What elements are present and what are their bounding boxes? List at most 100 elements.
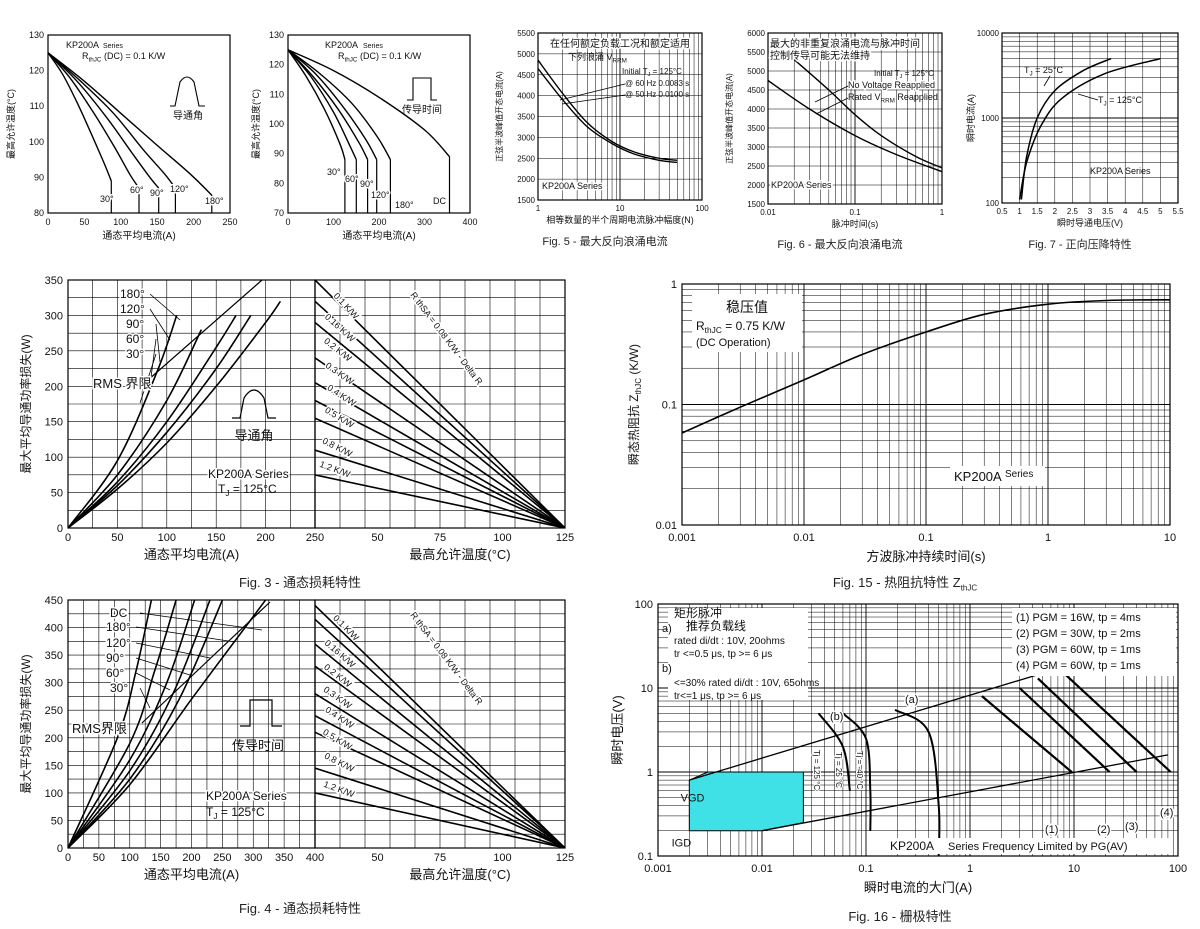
- note-a: a): [662, 623, 672, 635]
- angle-label: 120°: [120, 302, 145, 316]
- x-tick-label: 2.5: [1067, 207, 1079, 216]
- y-tick-label: 100: [635, 599, 653, 611]
- series-line: [681, 299, 1171, 434]
- y-tick-label: 0.01: [656, 520, 677, 532]
- no-voltage-note: No Voltage Reapplied: [848, 80, 935, 90]
- y-tick-label: 2500: [517, 154, 535, 163]
- x-axis-label: 瞬时导通电压(V): [1057, 217, 1123, 228]
- x-tick-label: 200: [371, 217, 386, 227]
- y-tick-label: 5000: [517, 50, 535, 59]
- y-tick-label: 300: [45, 678, 63, 690]
- series-line: [793, 59, 943, 169]
- y-tick-label: 130: [269, 30, 284, 40]
- series-line: [288, 49, 378, 160]
- y-tick-label: 2500: [747, 162, 765, 171]
- angle-label: 180°: [120, 287, 145, 301]
- x-axis-label: 脉冲时间(s): [832, 218, 879, 229]
- y-tick-label: 90: [274, 149, 284, 159]
- loss-curve: [68, 600, 267, 848]
- y-tick-label: 4000: [747, 105, 765, 114]
- y-tick-label: 100: [45, 452, 63, 464]
- initial-tj-note: Initial TJ = 125°C: [874, 69, 934, 80]
- rthsa-line: [315, 693, 565, 848]
- x-tick-label: 10: [1068, 863, 1080, 875]
- x-axis-label: 瞬时电流的大门(A): [864, 880, 972, 895]
- tj-curve-c: [817, 712, 851, 791]
- rthsa-line: [315, 643, 565, 848]
- info-box-bg: [692, 294, 802, 352]
- x-tick-label: 1: [1017, 207, 1022, 216]
- x-tick-label: 150: [151, 852, 169, 864]
- loss-curve: [68, 600, 196, 848]
- x-tick-label: 250: [213, 852, 231, 864]
- leader-line: [559, 83, 626, 101]
- x-tick-label: 4.5: [1137, 207, 1149, 216]
- y-tick-label: 50: [51, 488, 63, 500]
- curve-label: 60°: [345, 174, 359, 184]
- caption-fig6: Fig. 6 - 最大反向浪涌电流: [777, 239, 903, 251]
- x-tick-label: 300: [244, 852, 262, 864]
- rth-label: RthJC (DC) = 0.1 K/W: [82, 51, 166, 63]
- y-tick-label: 100: [45, 788, 63, 800]
- rthsa-line: [315, 604, 565, 848]
- series-label: KP200A Series: [206, 789, 287, 803]
- chart-title-2: 控制传导可能无法维持: [770, 49, 870, 62]
- leader-line: [815, 97, 849, 115]
- y-tick-label: 250: [45, 705, 63, 717]
- loss-curve: [68, 600, 224, 848]
- y-axis-label: 瞬时电压(V): [610, 695, 625, 764]
- y-tick-label: 400: [45, 623, 63, 635]
- series-line: [288, 49, 392, 160]
- legend-entry: (3) PGM = 60W, tp = 1ms: [1016, 644, 1141, 656]
- curve-tag: (a): [905, 694, 918, 706]
- angle-label: 180°: [106, 620, 131, 634]
- chart-4-svg: 0.01 0.1 1 1500 2000 2500 3000 3500 4000 4500 5000…: [724, 29, 945, 229]
- rthsa-label: 0.5 K/W: [321, 727, 354, 752]
- note-b-rated: <=30% rated di/dt : 10V, 65ohms: [674, 678, 819, 689]
- x-tick-label: 350: [275, 852, 293, 864]
- x-tick-label: 1.5: [1032, 207, 1044, 216]
- y-tick-label: 3500: [747, 124, 765, 133]
- x-axis-label: 通态平均电流(A): [102, 229, 175, 242]
- icon-label: 导通角: [173, 110, 203, 122]
- chart-6-svg: 0 50 100 150 200 250 50 75 100 125 0 50 100 150 200 250…: [18, 275, 574, 562]
- box-rth: RthJC = 0.75 K/W: [696, 319, 786, 335]
- curve-label: 90°: [360, 179, 374, 189]
- x-tick-label: 100: [121, 852, 139, 864]
- x-tick-label: 400: [306, 852, 324, 864]
- y-tick-label: 100: [986, 199, 1000, 208]
- series-line: [48, 52, 176, 189]
- power-curve-4: [1063, 672, 1172, 773]
- y-tick-label: 110: [270, 89, 284, 99]
- x-tick-label: 100: [158, 532, 176, 544]
- curve-label: 60°: [130, 185, 144, 195]
- caption-fig3: Fig. 3 - 通态损耗特性: [238, 575, 362, 590]
- rated-vrrm-note: Rated VRRM Reapplied: [848, 92, 938, 104]
- footer-bg: [886, 838, 1170, 854]
- initial-tj-note: Initial TJ = 125°C: [622, 67, 682, 78]
- x-tick-label: 50: [111, 532, 123, 544]
- curve-tag: (2): [1097, 824, 1110, 836]
- leader-line: [1077, 93, 1099, 101]
- y-tick-label: 120: [29, 66, 44, 76]
- x-tick-label: 125: [556, 532, 574, 544]
- angle-leader: [149, 308, 171, 341]
- x-axis-label-right: 最高允许温度(°C): [409, 547, 510, 562]
- y-tick-label: 0: [57, 843, 63, 855]
- curve-label: DC: [433, 196, 446, 206]
- rms-limit-label: RMS 界限: [93, 376, 152, 391]
- x-tick-label: 1: [536, 204, 541, 213]
- x-tick-label: 0.001: [644, 863, 672, 875]
- rthsa-main-label: R thSA = 0.08 K/W - Delta R: [408, 610, 484, 707]
- series-label-suffix: Series: [103, 43, 123, 50]
- icon-label: 传导时间: [402, 103, 442, 116]
- x-tick-label: 0.1: [918, 532, 933, 544]
- angle-leader: [135, 672, 171, 691]
- x-axis-label-left: 通态平均电流(A): [144, 867, 239, 882]
- y-tick-label: 2000: [747, 181, 765, 190]
- angle-label: 120°: [106, 636, 131, 650]
- icon-label: 导通角: [234, 428, 273, 443]
- x-tick-label: 400: [462, 217, 477, 227]
- rthsa-line: [315, 792, 565, 848]
- angle-leader: [139, 687, 151, 709]
